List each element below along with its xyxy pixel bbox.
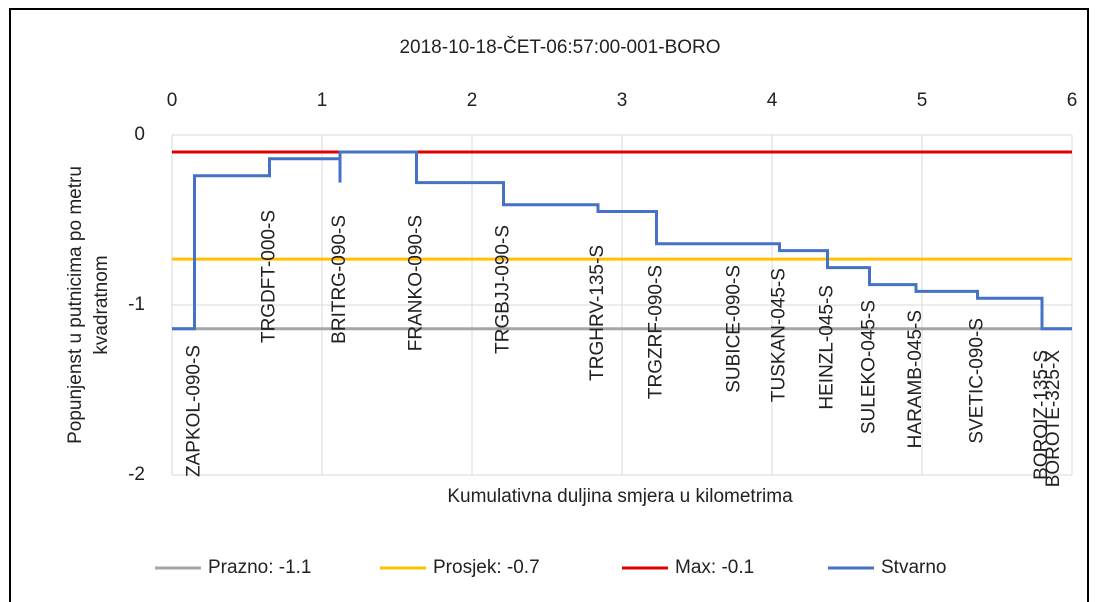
stop-label: HEINZL-045-S bbox=[817, 285, 838, 410]
stop-label: BRITRG-090-S bbox=[329, 215, 350, 344]
stop-label: SVETIC-090-S bbox=[967, 318, 988, 444]
y-axis-title-line: Popunjenst u putnicima po metru bbox=[65, 166, 86, 444]
y-tick-label: -1 bbox=[128, 294, 145, 315]
legend-label: Prazno: -1.1 bbox=[208, 557, 312, 578]
x-tick-label: 5 bbox=[917, 90, 928, 111]
stop-label: TUSKAN-045-S bbox=[769, 268, 790, 402]
chart-title: 2018-10-18-ČET-06:57:00-001-BORO bbox=[399, 36, 720, 58]
x-tick-label: 2 bbox=[467, 90, 478, 111]
stop-label: BOROIZ-135-S bbox=[1031, 350, 1052, 480]
y-axis-title-line: kvadratnom bbox=[91, 255, 112, 354]
stop-label: ZAPKOL-090-S bbox=[184, 345, 205, 477]
stop-label: SULEKO-045-S bbox=[859, 300, 880, 434]
legend-label: Stvarno bbox=[881, 557, 946, 578]
x-tick-label: 4 bbox=[767, 90, 778, 111]
x-tick-label: 3 bbox=[617, 90, 628, 111]
legend-label: Max: -0.1 bbox=[675, 557, 754, 578]
y-tick-label: -2 bbox=[128, 464, 145, 485]
stop-label: TRGDFT-000-S bbox=[259, 210, 280, 343]
x-tick-label: 1 bbox=[317, 90, 328, 111]
series-line bbox=[172, 150, 1072, 331]
x-tick-label: 6 bbox=[1067, 90, 1078, 111]
x-tick-label: 0 bbox=[167, 90, 178, 111]
y-axis-title: Popunjenst u putnicima po metru kvadratn… bbox=[65, 166, 112, 444]
stop-label: TRGBJJ-090-S bbox=[493, 225, 514, 354]
stop-label: FRANKO-090-S bbox=[406, 215, 427, 351]
stop-label: TRGZRF-090-S bbox=[646, 265, 667, 399]
x-axis-title: Kumulativna duljina smjera u kilometrima bbox=[447, 486, 793, 507]
y-tick-label: 0 bbox=[134, 124, 145, 145]
stop-label: TRGHRV-135-S bbox=[587, 245, 608, 381]
stop-label: BOROTE-325-X bbox=[1043, 350, 1064, 488]
chart-border bbox=[9, 8, 1089, 602]
stop-label: HARAMB-045-S bbox=[905, 310, 926, 448]
stop-label: SUBICE-090-S bbox=[724, 265, 745, 393]
legend-label: Prosjek: -0.7 bbox=[433, 557, 540, 578]
